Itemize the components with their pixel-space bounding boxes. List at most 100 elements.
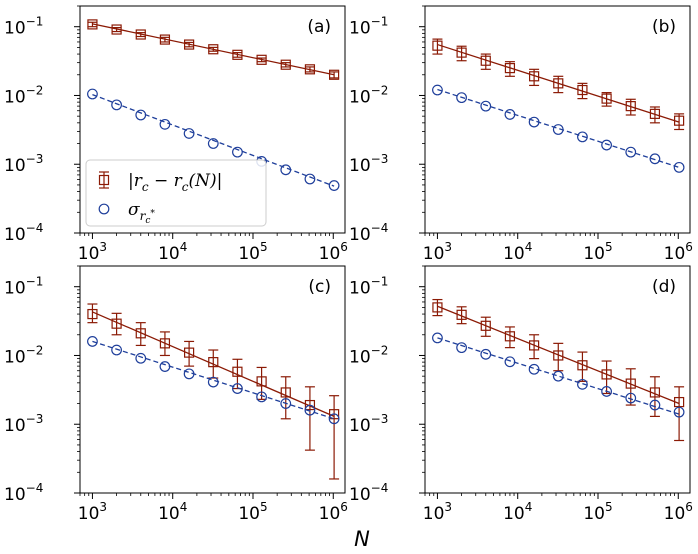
- data-point-square: [528, 71, 540, 82]
- x-tick-label: 105: [583, 240, 612, 264]
- x-tick-label: 105: [238, 500, 267, 524]
- x-tick-label: 104: [158, 500, 187, 524]
- data-point-square: [577, 84, 588, 96]
- legend-label-diff: |rc − rc(N)|: [128, 171, 222, 194]
- data-point-square: [456, 47, 467, 58]
- x-tick-label: 106: [319, 240, 348, 264]
- data-point-square: [480, 320, 491, 331]
- data-point-square: [329, 69, 340, 80]
- data-point-circle: [280, 398, 292, 409]
- data-point-square: [208, 44, 219, 55]
- data-point-square: [256, 376, 267, 387]
- panel-c: 103 104 105 106 10−1 10−2 10−3 10−4 (c): [4, 265, 348, 524]
- data-point-square: [432, 302, 443, 313]
- data-point-circle: [504, 109, 516, 120]
- data-point-square: [159, 338, 171, 349]
- data-point-square: [87, 19, 98, 30]
- data-point-circle: [552, 370, 564, 382]
- panel-label: (a): [307, 17, 331, 37]
- series-diff: [432, 298, 685, 442]
- data-point-square: [232, 366, 243, 377]
- data-point-square: [456, 309, 467, 320]
- data-point-circle: [432, 84, 443, 96]
- legend-square-marker: [98, 174, 110, 186]
- legend: |rc − rc(N)| σrc*: [85, 159, 267, 227]
- panel-d: 103 104 105 106 10−1 10−2 10−3 10−4 (d): [349, 265, 693, 524]
- data-point-square: [208, 357, 219, 368]
- data-point-circle: [480, 348, 492, 360]
- data-point-square: [111, 318, 122, 329]
- data-point-square: [528, 340, 540, 351]
- y-tick-label: 10−4: [349, 481, 388, 505]
- x-tick-label: 105: [583, 500, 612, 524]
- data-point-circle: [135, 352, 147, 364]
- data-point-circle: [528, 363, 540, 375]
- data-point-circle: [577, 131, 588, 143]
- x-tick-label: 103: [78, 500, 107, 524]
- y-tick-label: 10−3: [349, 152, 388, 176]
- data-point-square: [159, 34, 171, 45]
- x-tick-label: 103: [423, 500, 452, 524]
- data-point-square: [601, 369, 612, 380]
- data-point-square: [553, 78, 564, 89]
- data-point-square: [232, 49, 243, 60]
- y-tick-label: 10−4: [349, 221, 388, 245]
- data-point-square: [673, 115, 685, 126]
- series-sigma: [432, 84, 685, 173]
- fit-line-dashed: [92, 340, 335, 420]
- series-sigma: [87, 88, 340, 191]
- data-point-circle: [183, 128, 195, 139]
- legend-box: [85, 159, 267, 227]
- data-point-circle: [328, 413, 340, 425]
- data-point-circle: [528, 116, 540, 128]
- data-point-square: [256, 54, 267, 65]
- y-tick-label: 10−1: [349, 15, 388, 39]
- panel-label: (b): [652, 17, 676, 37]
- data-point-circle: [159, 118, 171, 130]
- y-tick-label: 10−1: [4, 15, 43, 39]
- y-tick-label: 10−4: [4, 481, 43, 505]
- panel-b: 103 104 105 106 10−1 10−2 10−3 10−4 (b): [349, 5, 693, 264]
- series-sigma: [87, 336, 340, 425]
- x-tick-label: 106: [319, 500, 348, 524]
- data-point-square: [432, 40, 443, 51]
- data-point-circle: [577, 378, 588, 390]
- data-point-square: [329, 409, 340, 420]
- data-point-square: [649, 108, 661, 119]
- legend-label-sigma: σrc*: [128, 200, 155, 226]
- data-point-circle: [135, 109, 147, 121]
- data-point-circle: [456, 92, 468, 104]
- y-tick-label: 10−2: [349, 343, 388, 367]
- series-sigma: [432, 332, 685, 418]
- legend-circle-marker: [98, 203, 110, 215]
- data-point-circle: [649, 153, 661, 165]
- data-point-circle: [504, 356, 516, 368]
- y-tick-label: 10−1: [4, 275, 43, 299]
- panel-a: 103 104 105 106 10−1 10−2 10−3 10−4 (a) |rc − rc(…: [4, 5, 348, 264]
- data-point-circle: [111, 99, 122, 111]
- data-point-circle: [280, 164, 292, 176]
- data-point-circle: [601, 386, 612, 397]
- data-point-circle: [232, 146, 243, 158]
- series-diff: [432, 38, 685, 131]
- data-point-square: [184, 347, 195, 358]
- fit-line-dashed: [437, 88, 680, 168]
- data-point-square: [280, 59, 291, 70]
- data-point-circle: [649, 399, 661, 411]
- data-point-circle: [432, 332, 443, 344]
- data-point-square: [135, 328, 146, 339]
- data-point-circle: [207, 376, 219, 388]
- data-point-circle: [87, 88, 98, 100]
- panel-label: (c): [308, 277, 331, 297]
- data-point-circle: [328, 180, 340, 191]
- y-tick-label: 10−3: [4, 152, 43, 176]
- data-point-square: [304, 64, 316, 75]
- x-axis-title: N: [354, 527, 370, 551]
- data-point-square: [184, 39, 195, 50]
- data-point-square: [601, 93, 612, 104]
- plot-frame: [424, 265, 691, 494]
- data-point-square: [135, 29, 146, 40]
- data-point-circle: [111, 344, 122, 356]
- x-tick-label: 105: [238, 240, 267, 264]
- data-point-circle: [601, 139, 612, 151]
